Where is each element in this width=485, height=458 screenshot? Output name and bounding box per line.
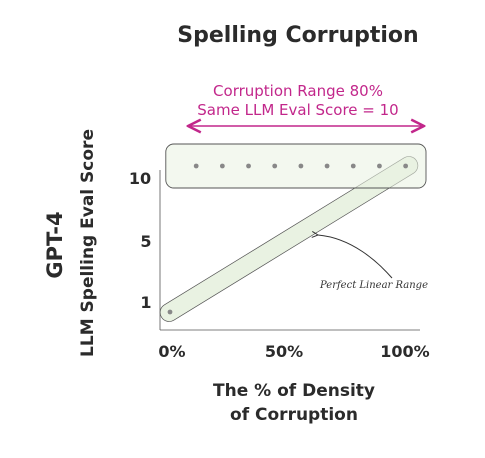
annotation-line-2: Same LLM Eval Score = 10 (197, 101, 398, 119)
data-point-3 (246, 163, 251, 169)
data-point-5 (298, 163, 304, 169)
data-point-8 (377, 163, 382, 169)
data-point-2 (219, 163, 225, 169)
x-tick-label-0: 0% (158, 342, 185, 361)
y-tick-label-1: 1 (140, 293, 151, 312)
note-pointer-arrow (318, 235, 393, 279)
annotation-line-1: Corruption Range 80% (213, 82, 383, 100)
y-tick-label-5: 5 (140, 232, 151, 251)
data-point-7 (350, 163, 356, 169)
x-axis-label-line-2: of Corruption (230, 405, 358, 425)
plateau-range-box (165, 143, 427, 189)
y-tick-label-10: 10 (129, 169, 151, 188)
x-axis-label-line-1: The % of Density (213, 381, 375, 401)
range-note: Perfect Linear Range (319, 280, 428, 291)
data-point-6 (324, 163, 330, 169)
data-point-0 (167, 309, 173, 315)
data-point-9 (403, 163, 409, 169)
plot-area (159, 143, 427, 331)
data-point-4 (272, 163, 278, 169)
chart-title: Spelling Corruption (177, 23, 418, 48)
data-point-1 (193, 163, 199, 169)
y-axis-label: LLM Spelling Eval Score (78, 129, 98, 357)
x-tick-label-100: 100% (380, 342, 429, 361)
y-axis-model-label: GPT-4 (43, 211, 67, 278)
x-tick-label-50: 50% (265, 342, 303, 361)
